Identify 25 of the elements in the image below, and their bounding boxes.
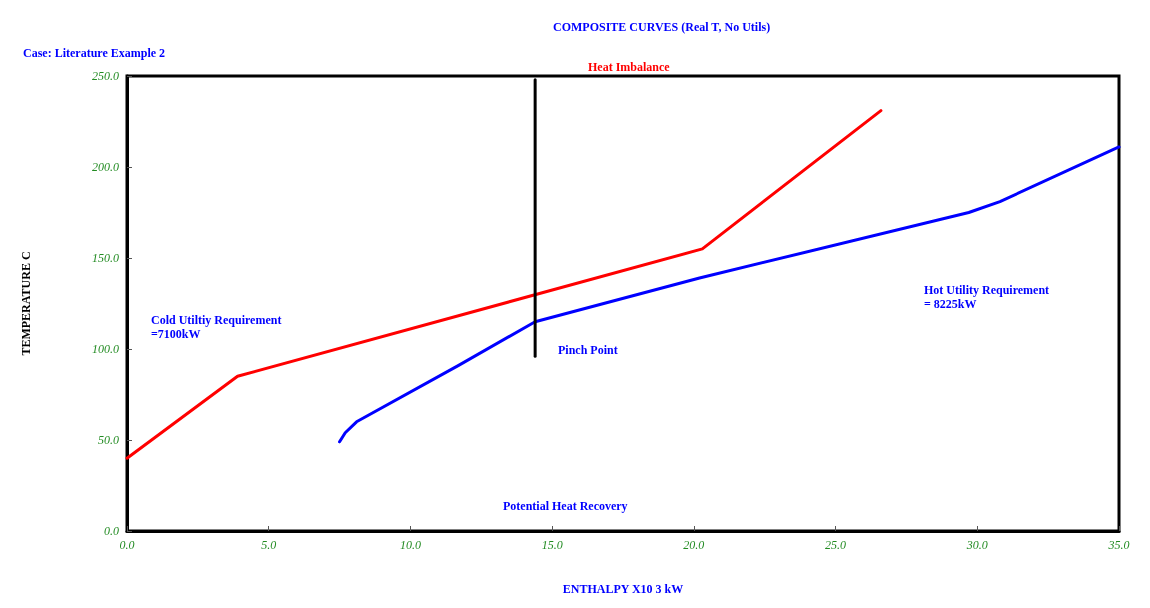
x-tick-label: 20.0	[683, 538, 705, 552]
annotation: Pinch Point	[558, 343, 618, 357]
x-tick-label: 30.0	[965, 538, 988, 552]
y-tick-label: 0.0	[104, 524, 119, 538]
annotation: Hot Utility Requirement = 8225kW	[924, 283, 1050, 311]
chart-subtitle: Case: Literature Example 2	[23, 46, 166, 60]
line-series	[125, 109, 883, 460]
chart-title: COMPOSITE CURVES (Real T, No Utils)	[553, 20, 771, 34]
x-axis-title: ENTHALPY X10 3 kW	[562, 582, 684, 596]
y-tick-label: 50.0	[98, 433, 119, 447]
y-tick-label: 250.0	[92, 69, 119, 83]
y-tick-label: 200.0	[92, 160, 119, 174]
x-tick-label: 25.0	[825, 538, 847, 552]
x-tick-label: 10.0	[399, 538, 421, 552]
x-tick-label: 5.0	[261, 538, 277, 552]
y-tick-label: 150.0	[92, 251, 119, 265]
line-series	[338, 145, 1121, 444]
x-tick-label: 15.0	[541, 538, 563, 552]
annotation: Cold Utiltiy Requirement =7100kW	[151, 313, 282, 341]
text: Heat Imbalance	[588, 60, 671, 74]
y-axis-title: TEMPERATURE C	[19, 251, 33, 356]
x-tick-label: 0.0	[119, 538, 135, 552]
x-tick-label: 35.0	[1107, 538, 1130, 552]
y-tick-label: 100.0	[92, 342, 119, 356]
annotation: Potential Heat Recovery	[503, 499, 628, 513]
